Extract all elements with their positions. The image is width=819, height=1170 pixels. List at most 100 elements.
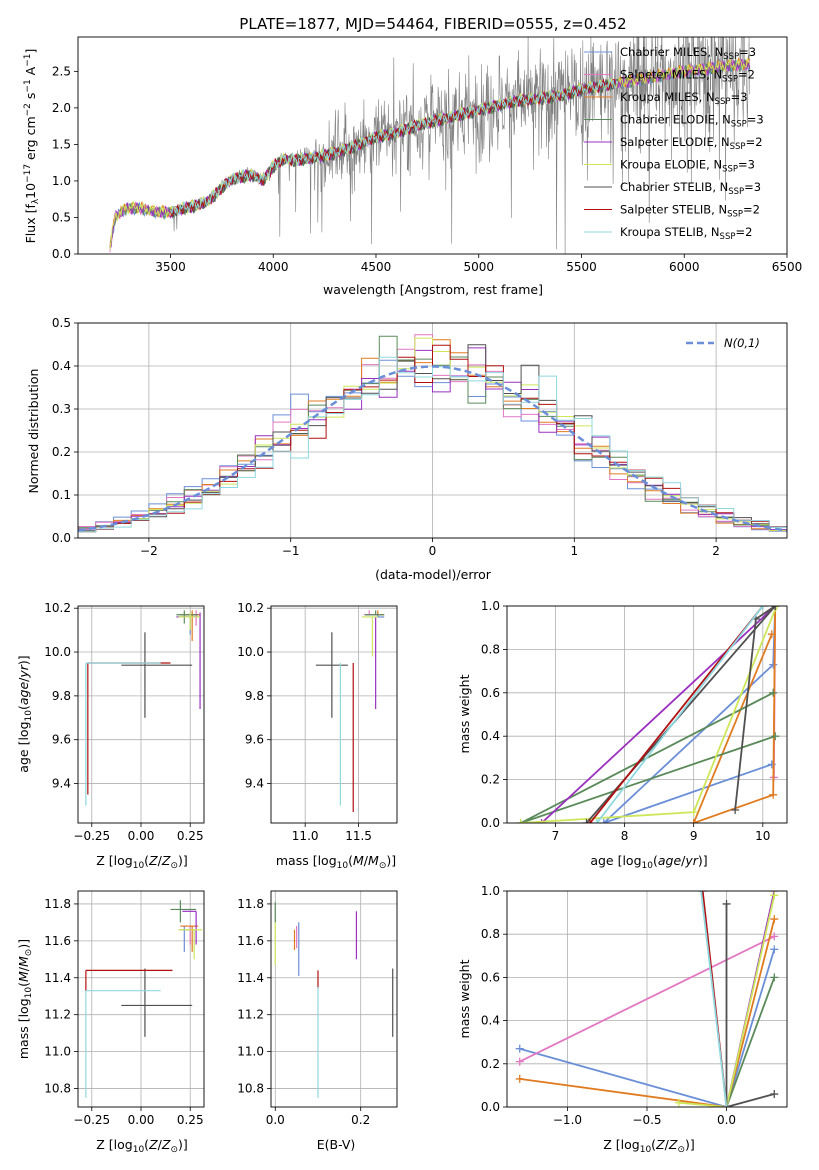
y-tick-label: 11.4 <box>44 971 71 985</box>
ebv-mass-panel: 0.0 0.2 10.8 11.0 11.2 11.4 11.6 11.8 E(B-V) <box>237 890 398 1152</box>
weight-series-marker <box>515 1044 524 1053</box>
y-tick-label: 9.4 <box>52 777 71 791</box>
spectrum-panel: 3500 4000 4500 5000 5500 6000 6500 0.0 0.5 1.0 1.5… <box>23 36 803 297</box>
x-tick-label: 11.0 <box>292 829 319 843</box>
y-tick-label: 11.4 <box>237 971 264 985</box>
x-tick-label: 3500 <box>155 260 186 274</box>
y-tick-label: 1.5 <box>52 137 71 151</box>
residual-xlabel: (data-model)/error <box>375 567 492 582</box>
y-tick-label: 11.6 <box>44 934 71 948</box>
z-mass-ylabel: mass [log10(M/M⊙)] <box>16 939 34 1059</box>
legend-subscript: SSP <box>731 120 747 130</box>
weight-series-marker <box>731 805 740 814</box>
age-weight-ylabel: mass weight <box>457 674 472 753</box>
plot-frame <box>270 890 398 1108</box>
y-tick-label: 0.5 <box>52 316 71 330</box>
weight-series-marker <box>771 732 780 741</box>
plot-series <box>85 610 201 806</box>
residual-panel: −2 −1 0 1 2 0.0 0.1 0.2 0.3 0.4 0.5 N(0,1) (data-mo… <box>26 316 788 582</box>
model-spectrum-line <box>109 57 751 247</box>
x-tick-label: 4500 <box>361 260 392 274</box>
y-tick-label: 11.8 <box>44 897 71 911</box>
plot-series <box>315 610 385 813</box>
x-tick-label: −2 <box>140 544 158 558</box>
weight-series-line <box>678 895 776 1107</box>
plot-series <box>515 891 779 1107</box>
legend-value: =3 <box>739 45 756 59</box>
plot-frame <box>77 322 788 539</box>
z-age-plot-area: −0.25 0.00 0.25 9.4 9.6 9.8 10.0 10.2 <box>44 601 205 843</box>
z-mass-xlabel: Z [log10(Z/Z⊙)] <box>96 1137 188 1155</box>
weight-series-marker <box>770 945 779 954</box>
y-tick-label: 9.6 <box>52 733 71 747</box>
legend-entry: Chabrier MILES, NSSP=3 <box>620 45 756 62</box>
mass-age-xlabel: mass [log10(M/M⊙)] <box>276 853 396 871</box>
plot-series <box>85 900 203 1098</box>
weight-series-marker <box>599 819 608 823</box>
legend-entry: Salpeter ELODIE, NSSP=2 <box>620 135 763 152</box>
y-tick-label: 0.1 <box>52 488 71 502</box>
y-tick-label: 11.2 <box>44 1008 71 1022</box>
legend-entry: Kroupa ELODIE, NSSP=3 <box>620 158 755 175</box>
legend-subscript: SSP <box>730 142 746 152</box>
weight-series-marker <box>772 606 781 610</box>
y-tick-label: 10.2 <box>237 601 264 615</box>
residual-ylabel: Normed distribution <box>26 369 41 494</box>
legend-value: =3 <box>744 180 761 194</box>
plot-frame <box>77 36 788 255</box>
legend-subscript: SSP <box>723 52 739 62</box>
z-age-xlabel: Z [log10(Z/Z⊙)] <box>96 853 188 871</box>
y-tick-label: 9.8 <box>245 689 264 703</box>
y-tick-label: 9.8 <box>52 689 71 703</box>
gaussian-reference-curve <box>78 365 787 532</box>
y-tick-label: 1.0 <box>481 884 500 898</box>
plot-frame <box>506 890 788 1108</box>
y-tick-label: 0.6 <box>481 970 500 984</box>
weight-series-marker <box>585 819 594 823</box>
weight-series-marker <box>769 688 778 697</box>
legend-value: =2 <box>735 225 752 239</box>
x-tick-label: −1 <box>282 544 300 558</box>
figure-title: PLATE=1877, MJD=54464, FIBERID=0555, z=0… <box>239 15 626 33</box>
weight-series-marker <box>582 819 591 823</box>
weight-series-line <box>692 606 777 823</box>
model-spectrum-line <box>170 76 619 216</box>
legend-subscript: SSP <box>722 165 738 175</box>
y-tick-label: 0.2 <box>481 1057 500 1071</box>
age-weight-plot-area: 7 8 9 10 0.0 0.2 0.4 0.6 0.8 1.0 <box>481 599 788 843</box>
y-tick-label: 0.4 <box>481 1014 500 1028</box>
legend-subscript: SSP <box>720 232 736 242</box>
y-tick-label: 10.8 <box>44 1082 71 1096</box>
x-tick-label: 6500 <box>772 260 803 274</box>
y-tick-label: 0.5 <box>52 210 71 224</box>
weight-series-line <box>519 918 776 1107</box>
plot-series <box>109 37 751 254</box>
x-tick-label: −0.25 <box>73 829 110 843</box>
weight-series-marker <box>515 1074 524 1083</box>
z-weight-ylabel: mass weight <box>457 959 472 1038</box>
weight-series-marker <box>767 630 776 639</box>
age-weight-xlabel: age [log10(age/yr)] <box>590 853 707 871</box>
legend-value: =3 <box>747 113 764 127</box>
weight-series-marker <box>769 660 778 669</box>
y-tick-label: 0.8 <box>481 642 500 656</box>
model-spectrum-line <box>109 58 751 248</box>
ebv-mass-plot-area: 0.0 0.2 10.8 11.0 11.2 11.4 11.6 11.8 <box>237 890 398 1127</box>
x-tick-label: −1.0 <box>553 1113 582 1127</box>
weight-series-line <box>596 606 764 823</box>
y-tick-label: 0.4 <box>481 729 500 743</box>
y-tick-label: 0.0 <box>52 247 71 261</box>
weight-series-line <box>519 949 776 1107</box>
weight-series-marker <box>515 1057 524 1066</box>
weight-series-marker <box>722 1103 731 1107</box>
y-tick-label: 2.0 <box>52 101 71 115</box>
x-tick-label: 0.0 <box>717 1113 736 1127</box>
x-tick-label: 0.0 <box>266 1113 285 1127</box>
x-tick-label: 4000 <box>258 260 289 274</box>
weight-series-line <box>589 606 764 823</box>
weight-series-marker <box>758 606 767 610</box>
weight-series-marker <box>769 790 778 799</box>
plot-frame <box>506 605 788 824</box>
x-tick-label: 6000 <box>669 260 700 274</box>
weight-series-line <box>519 935 775 1063</box>
